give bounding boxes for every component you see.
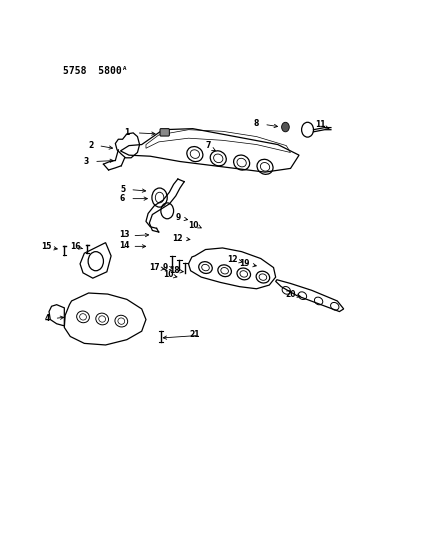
Text: 12: 12 [172,234,183,243]
Text: 16: 16 [71,243,81,252]
Text: 12: 12 [227,255,238,264]
Text: 11: 11 [315,120,326,129]
Circle shape [282,122,289,132]
Text: 8: 8 [254,119,259,128]
Text: 19: 19 [239,260,250,268]
Text: 13: 13 [119,230,130,239]
Text: 1: 1 [124,128,129,137]
Text: 10: 10 [163,270,174,279]
Text: 6: 6 [120,194,125,203]
Text: 21: 21 [190,330,200,339]
Text: 9: 9 [175,213,181,222]
Text: 3: 3 [84,157,89,166]
Text: 5: 5 [120,185,125,194]
Text: 15: 15 [41,243,51,252]
FancyBboxPatch shape [160,128,169,136]
Text: 2: 2 [88,141,93,150]
Text: 9: 9 [163,263,168,272]
Text: 17: 17 [149,263,160,272]
Text: 5758  5800ᴬ: 5758 5800ᴬ [63,67,128,76]
Text: 4: 4 [45,314,50,323]
Text: 14: 14 [119,241,130,250]
Text: 10: 10 [188,221,199,230]
Text: 7: 7 [206,141,211,150]
Text: 20: 20 [285,290,296,299]
Text: 18: 18 [169,266,180,274]
